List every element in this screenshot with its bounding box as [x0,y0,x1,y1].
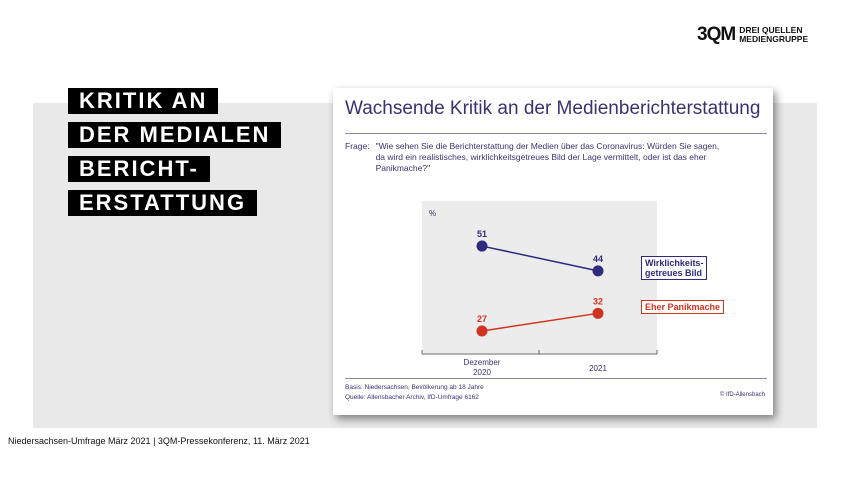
data-point [476,240,488,252]
question-text: "Wie sehen Sie die Berichterstattung der… [375,141,720,173]
logo-mark: 3QM [697,24,736,45]
headline-line: KRITIK AN [68,88,219,114]
data-label: 32 [593,296,603,306]
x-tick-label: Dezember 2020 [464,358,501,377]
source-note: Quelle: Allensbacher Archiv, IfD-Umfrage… [345,394,479,401]
logo-line1: DREI QUELLEN [739,25,803,35]
data-label: 44 [593,254,603,264]
headline-line: DER MEDIALEN [68,122,282,148]
headline-line: BERICHT- [68,156,210,182]
line-chart: % Dezember 2020 2021 51 44 27 32 [421,209,658,377]
headline-line: ERSTATTUNG [68,190,258,216]
headline: KRITIK AN DER MEDIALEN BERICHT- ERSTATTU… [68,88,282,224]
logo: 3QM DREI QUELLEN MEDIENGRUPPE [697,24,808,46]
chart-card: Wachsende Kritik an der Medienberichters… [333,88,773,415]
data-point [592,307,604,319]
footer-text: Niedersachsen-Umfrage März 2021 | 3QM-Pr… [8,436,310,446]
series-line [481,245,599,272]
copyright: © IfD-Allensbach [719,392,765,398]
x-tick-label: 2021 [589,364,607,373]
divider [345,133,767,134]
question-label: Frage: [345,141,370,151]
data-label: 51 [477,229,487,239]
divider [345,378,767,379]
series-line [481,312,599,332]
chart-title: Wachsende Kritik an der Medienberichters… [345,98,761,119]
plot-area [422,201,657,353]
data-point [592,265,604,277]
basis-note: Basis: Niedersachsen, Bevölkerung ab 18 … [345,384,484,391]
legend-wirklichkeitsgetreu: Wirklichkeits-getreues Bild [641,256,708,280]
y-axis-label: % [429,209,436,218]
legend-panikmache: Eher Panikmache [641,300,725,314]
data-point [476,325,488,337]
logo-line2: MEDIENGRUPPE [739,34,809,44]
data-label: 27 [477,314,487,324]
